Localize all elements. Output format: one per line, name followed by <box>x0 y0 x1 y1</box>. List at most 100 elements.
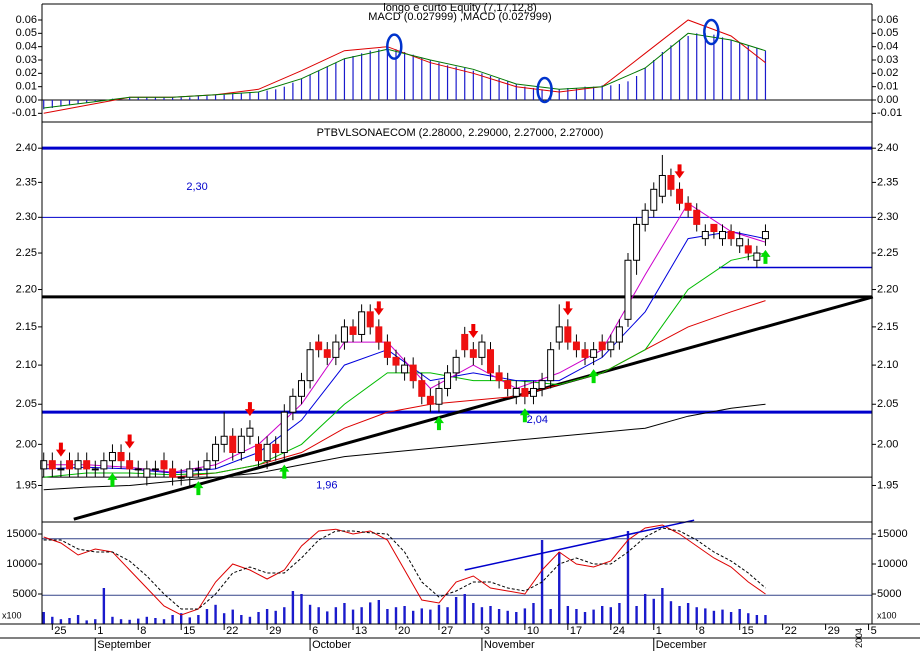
candle-body <box>237 435 245 453</box>
candle-body <box>246 427 254 437</box>
candle-body <box>280 411 288 453</box>
volume-bar <box>575 609 578 624</box>
candle-body <box>529 387 537 397</box>
candle-body <box>323 349 331 358</box>
volume-bar <box>59 619 63 624</box>
candle-body <box>512 387 520 397</box>
volume-bar <box>162 619 166 624</box>
volume-bar <box>635 606 638 624</box>
candle-body <box>229 435 237 453</box>
buy-arrow <box>279 464 290 479</box>
candle-body <box>306 349 314 382</box>
annotation: 1,96 <box>316 479 337 491</box>
volume-bar <box>678 606 681 624</box>
candle-body <box>160 460 168 470</box>
volume-bar <box>257 612 260 624</box>
y-tick-label: 0.06 <box>877 14 898 26</box>
x-tick-label: 24 <box>613 625 625 637</box>
volume-bar <box>51 616 54 624</box>
candle-body <box>564 326 572 343</box>
candle-body <box>169 468 177 478</box>
volume-bar <box>386 609 389 624</box>
candle-body <box>255 443 263 462</box>
highlight-circle <box>386 33 403 60</box>
indicator-line <box>43 524 766 616</box>
candle-body <box>409 364 417 382</box>
volume-bar <box>171 615 174 624</box>
y-tick-label: 5000 <box>13 588 37 600</box>
volume-bar <box>240 615 243 624</box>
candle-body <box>203 460 211 470</box>
y-tick-label: 0.00 <box>877 94 898 106</box>
candle-body <box>469 349 477 358</box>
sell-arrow <box>55 442 66 457</box>
volume-bar <box>609 607 612 624</box>
volume-bar <box>231 609 234 624</box>
volume-bar <box>729 612 733 624</box>
x-tick-label: 22 <box>226 625 238 637</box>
y-tick-label: 0.05 <box>16 27 37 39</box>
y-tick-label: 2.20 <box>877 283 898 295</box>
candle-body <box>521 387 529 397</box>
candle-body <box>650 188 658 211</box>
volume-bar <box>111 616 114 624</box>
volume-bar <box>446 607 449 624</box>
candle-body <box>263 443 271 462</box>
buy-arrow <box>519 408 530 423</box>
volume-bar <box>532 603 535 624</box>
month-label: December <box>656 639 707 651</box>
x-tick-label: 25 <box>54 625 66 637</box>
candle-body <box>392 356 400 366</box>
month-label: September <box>97 639 151 651</box>
candle-body <box>547 349 555 382</box>
candle-body <box>710 223 718 233</box>
volume-bar <box>558 552 561 624</box>
volume-bar <box>472 603 475 624</box>
month-label: October <box>312 639 351 651</box>
candle-body <box>100 460 108 470</box>
annotation: 2,30 <box>186 181 207 193</box>
y-tick-label: 10000 <box>877 558 908 570</box>
y-tick-label: 2.10 <box>877 359 898 371</box>
volume-bar <box>119 619 123 624</box>
candle-body <box>495 372 503 382</box>
y-tick-label: 2.30 <box>877 211 898 223</box>
plot-layer: 25 1 8 15 22 29 6 13 20 27 3 10 17 24 1 8 15 22 29 5 Septemb… <box>6 14 908 651</box>
candle-body <box>40 460 48 470</box>
volume-bar <box>351 609 355 624</box>
volume-bar <box>454 597 458 624</box>
candle-body <box>340 326 348 343</box>
y-tick-label: 0.00 <box>16 94 37 106</box>
macd-subtitle: MACD (0.027999) ,MACD (0.027999) <box>368 11 551 23</box>
candle-body <box>57 468 65 471</box>
x-tick-label: 10 <box>527 625 539 637</box>
x-tick-label: 15 <box>183 625 195 637</box>
candle-body <box>212 443 220 462</box>
volume-bar <box>592 609 595 624</box>
volume-bar <box>626 531 630 624</box>
y-tick-label: 2.25 <box>16 247 37 259</box>
y-tick-label: 1.95 <box>16 479 37 491</box>
y-tick-label: 0.05 <box>877 27 898 39</box>
y-tick-label: 2.00 <box>16 438 37 450</box>
y-tick-label: -0.01 <box>12 107 37 119</box>
volume-bar <box>686 603 690 624</box>
candle-body <box>117 451 125 462</box>
candle-body <box>718 231 726 240</box>
candle-body <box>272 443 280 453</box>
candle-body <box>401 364 409 374</box>
candle-body <box>667 174 675 190</box>
volume-bar <box>489 606 492 624</box>
buy-arrow <box>433 416 444 431</box>
buy-arrow <box>760 249 771 264</box>
volume-bar <box>712 610 716 624</box>
y-tick-label: 0.03 <box>16 54 37 66</box>
volume-bar <box>403 606 406 624</box>
volume-bar <box>738 609 741 624</box>
y-tick-label: 15000 <box>877 528 908 540</box>
volume-bar <box>283 607 286 624</box>
volume-bar <box>755 615 759 624</box>
y-tick-label: 0.04 <box>877 41 898 53</box>
annotation: 2,04 <box>527 414 548 426</box>
